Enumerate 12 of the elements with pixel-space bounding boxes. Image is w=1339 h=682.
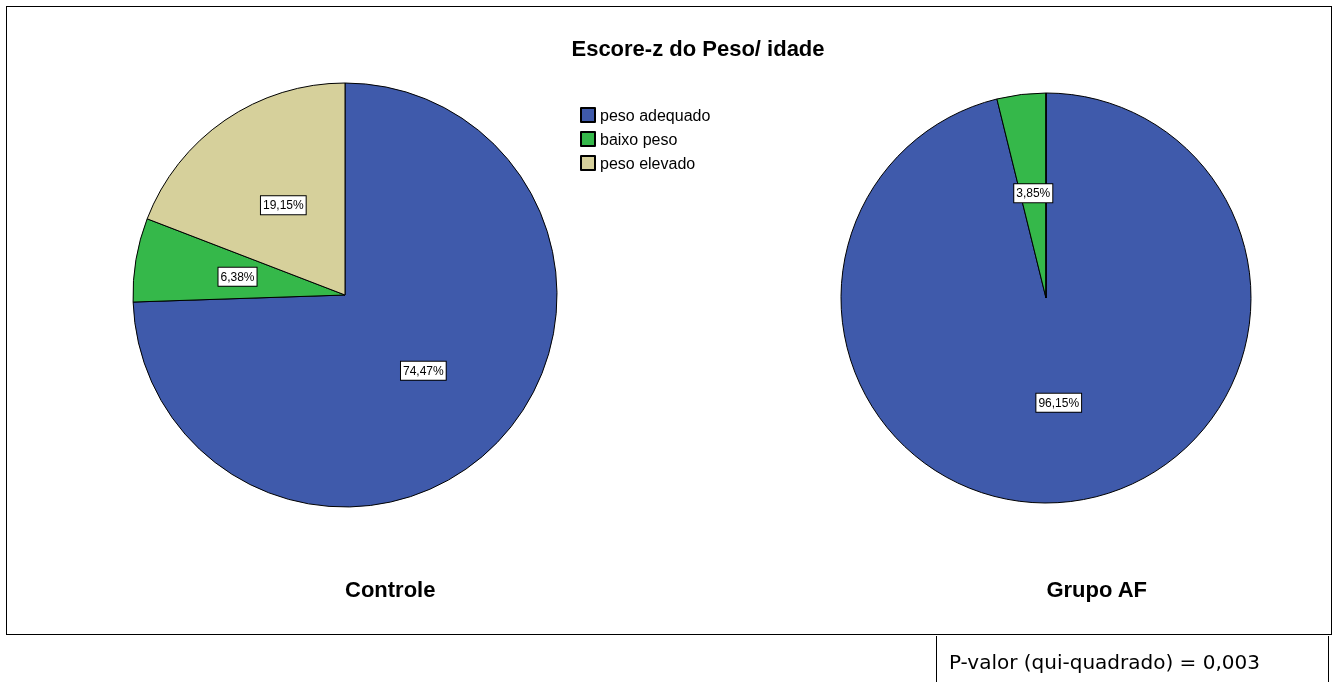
data-label: 96,15% [1038, 395, 1080, 410]
data-label: 19,15% [262, 198, 304, 213]
slice-label: Controle [344, 576, 436, 602]
data-label: 3,85% [1016, 186, 1051, 201]
data-label: 74,47% [403, 363, 445, 378]
text: P-valor (qui-quadrado) = 0,003 [936, 636, 1329, 682]
legend-label: baixo peso [600, 130, 678, 148]
legend-label: peso elevado [600, 154, 696, 172]
slice-label: Grupo AF [1046, 576, 1148, 602]
chart-title: Escore-z do Peso/ idade [571, 35, 825, 61]
data-label: 6,38% [220, 269, 255, 284]
legend-label: peso adequado [600, 106, 711, 124]
